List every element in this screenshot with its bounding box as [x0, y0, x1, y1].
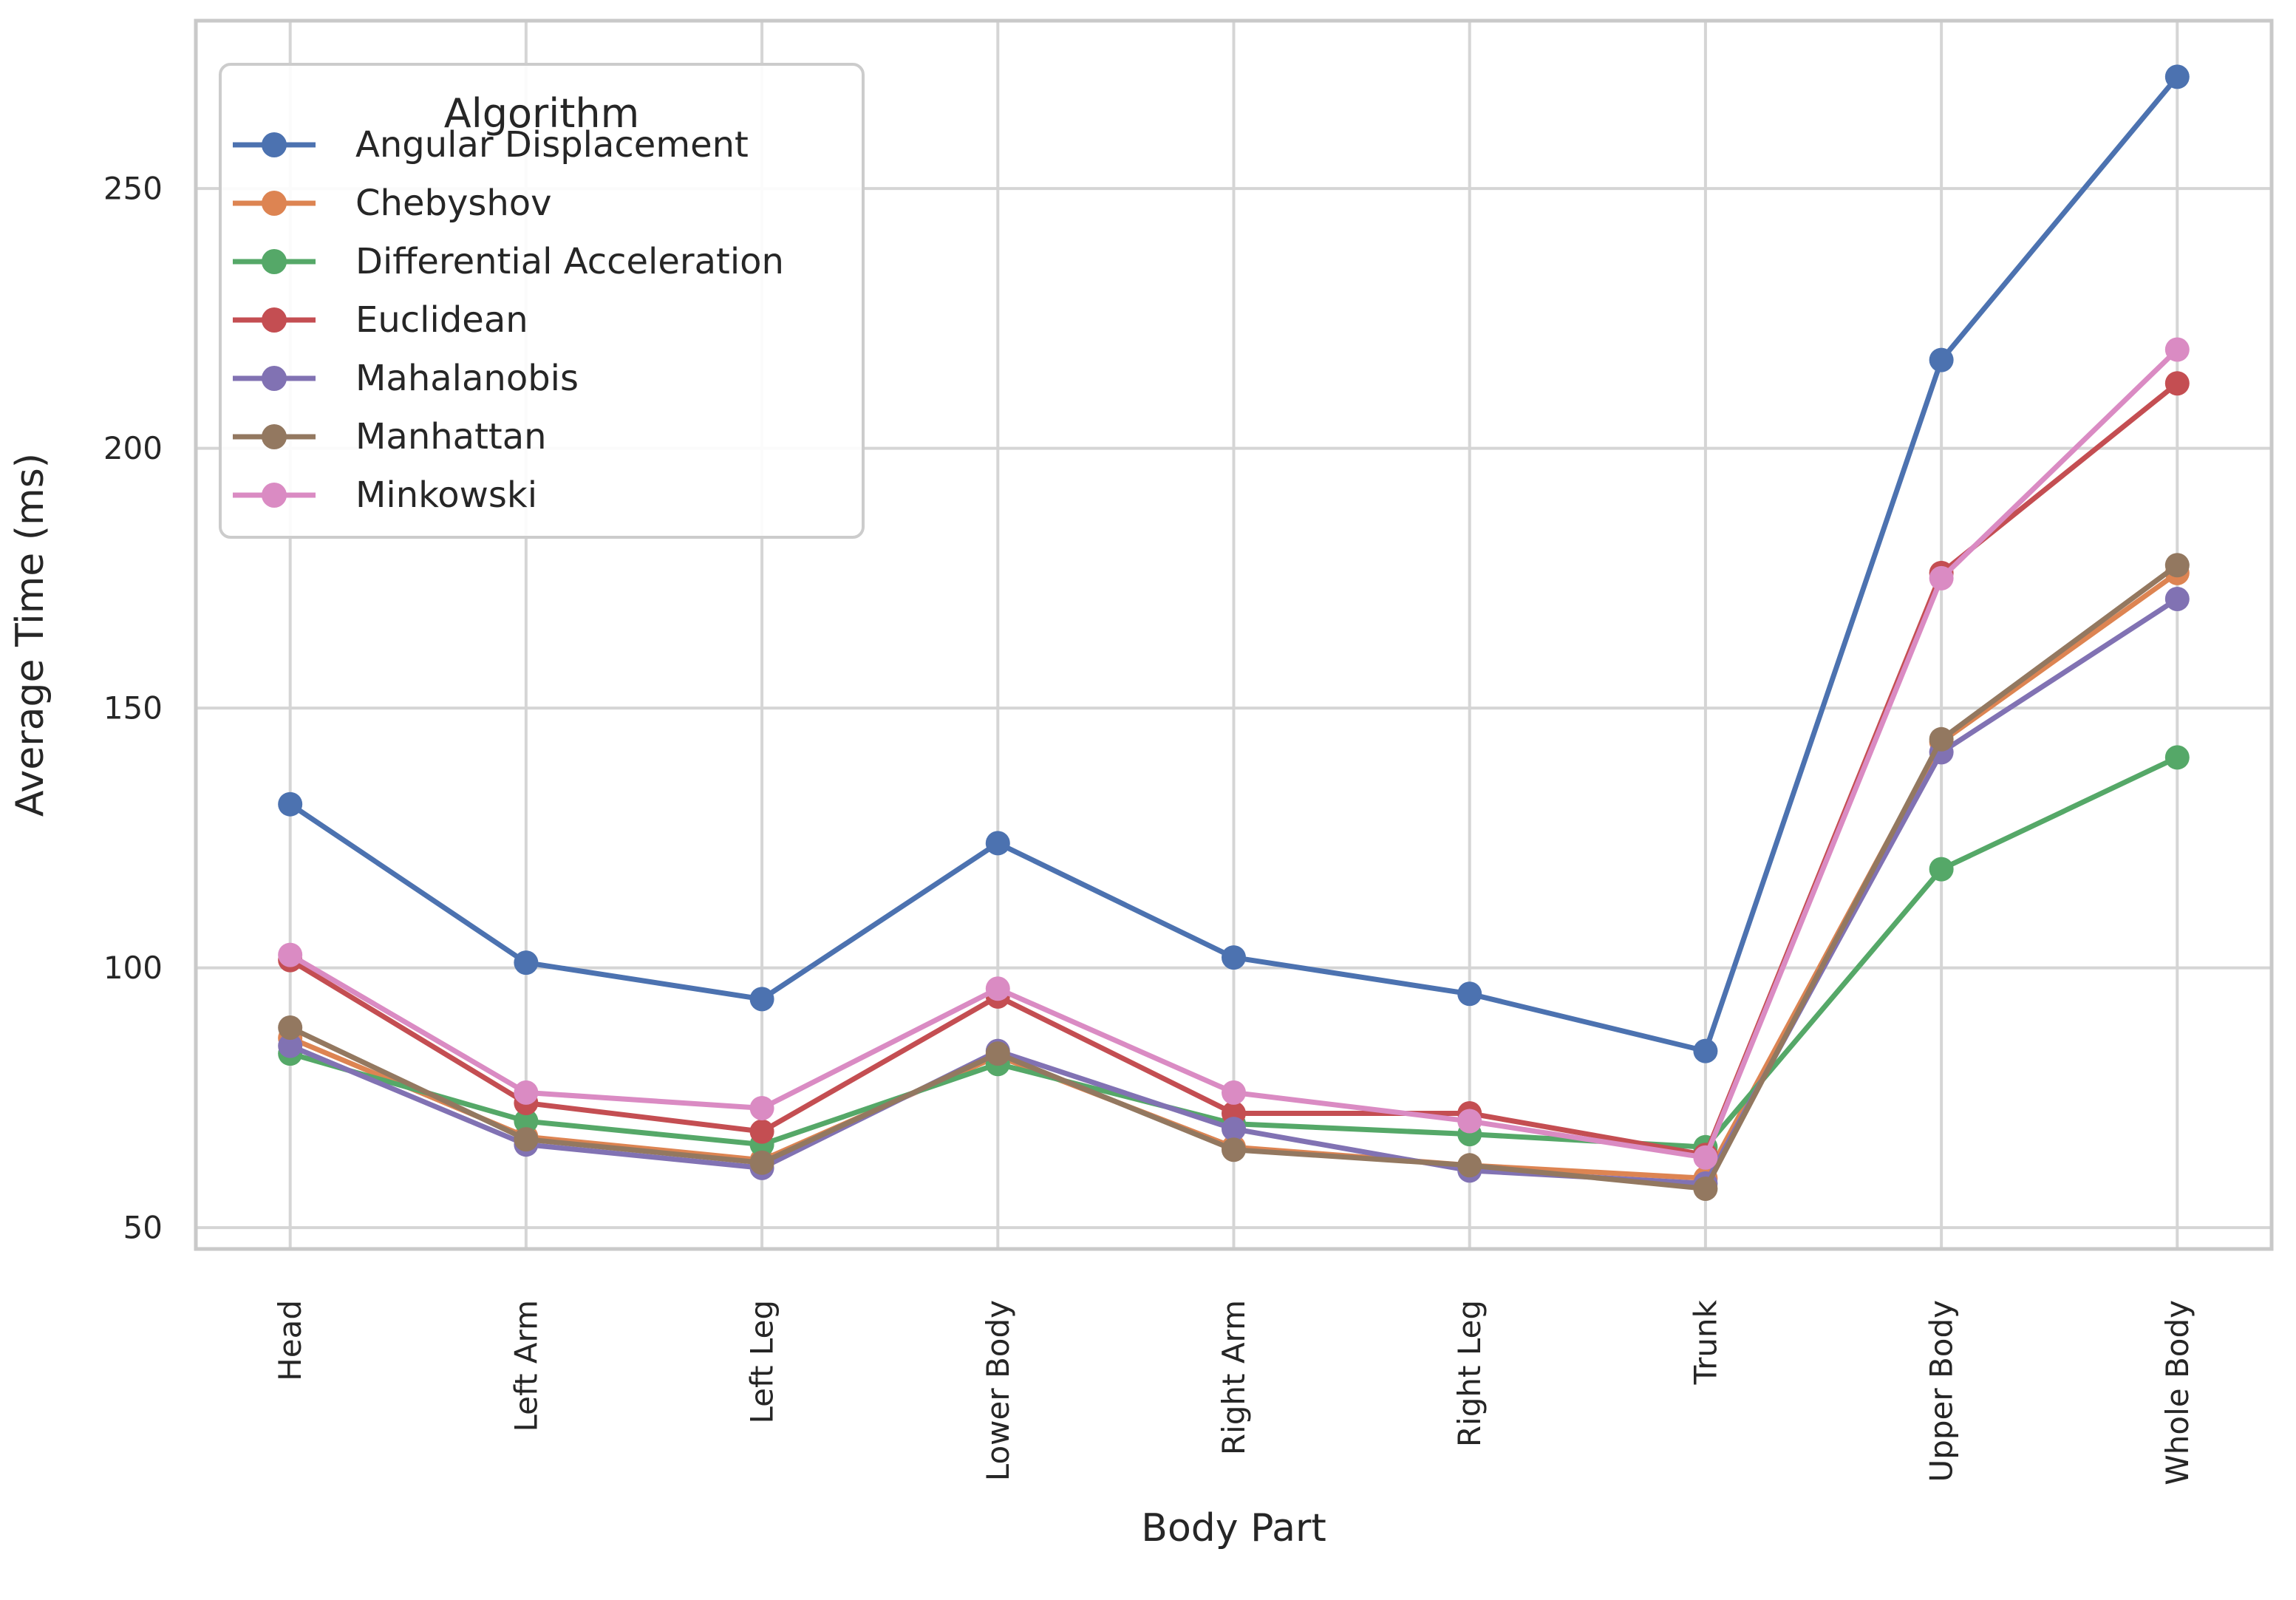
legend-item-euclidean: Euclidean [233, 299, 528, 341]
legend-marker-dot-angular-displacement [262, 132, 287, 157]
point-minkowski-head [278, 942, 303, 967]
point-mahalanobis-whole-body [2164, 586, 2190, 611]
legend-item-angular-displacement: Angular Displacement [233, 124, 749, 166]
series-angular-displacement [278, 64, 2190, 1063]
point-minkowski-lower-body [985, 976, 1010, 1001]
point-manhattan-lower-body [985, 1041, 1010, 1066]
point-euclidean-whole-body [2164, 371, 2190, 396]
legend-label-angular-displacement: Angular Displacement [355, 124, 749, 166]
legend-item-mahalanobis: Mahalanobis [233, 358, 579, 399]
point-mahalanobis-head [278, 1033, 303, 1058]
point-differential-acceleration-whole-body [2164, 745, 2190, 770]
point-angular-displacement-head [278, 792, 303, 817]
point-manhattan-head [278, 1015, 303, 1041]
point-angular-displacement-left-arm [514, 950, 539, 976]
point-minkowski-left-leg [749, 1095, 774, 1120]
point-manhattan-right-arm [1222, 1137, 1246, 1162]
y-tick-label-200: 200 [103, 430, 163, 466]
point-differential-acceleration-left-arm [514, 1109, 539, 1134]
y-tick-label-150: 150 [103, 690, 163, 726]
y-tick-label-100: 100 [103, 950, 163, 986]
point-angular-displacement-lower-body [985, 831, 1010, 856]
point-manhattan-trunk [1693, 1176, 1718, 1201]
point-mahalanobis-right-arm [1222, 1117, 1246, 1142]
x-tick-label-left-arm: Left Arm [508, 1300, 544, 1432]
point-angular-displacement-right-leg [1457, 981, 1482, 1007]
point-angular-displacement-trunk [1693, 1038, 1718, 1063]
x-tick-label-lower-body: Lower Body [980, 1300, 1016, 1481]
point-minkowski-right-arm [1222, 1080, 1246, 1105]
x-axis-label: Body Part [1141, 1506, 1326, 1550]
point-minkowski-left-arm [514, 1080, 539, 1105]
legend-item-manhattan: Manhattan [233, 416, 547, 457]
point-manhattan-upper-body [1929, 726, 1954, 752]
point-differential-acceleration-upper-body [1929, 857, 1954, 882]
legend-item-chebyshov: Chebyshov [233, 183, 552, 224]
legend-label-mahalanobis: Mahalanobis [355, 358, 579, 399]
y-axis-label: Average Time (ms) [8, 453, 52, 817]
legend-marker-dot-differential-acceleration [262, 249, 287, 274]
point-angular-displacement-upper-body [1929, 347, 1954, 372]
x-tick-label-right-leg: Right Leg [1451, 1300, 1488, 1447]
legend-label-differential-acceleration: Differential Acceleration [355, 241, 784, 282]
point-angular-displacement-left-leg [749, 987, 774, 1012]
point-minkowski-upper-body [1929, 565, 1954, 590]
point-minkowski-right-leg [1457, 1109, 1482, 1134]
legend-marker-dot-mahalanobis [262, 366, 287, 391]
series-manhattan [278, 553, 2190, 1201]
point-manhattan-left-arm [514, 1127, 539, 1152]
legend-frame [219, 63, 865, 539]
legend-label-chebyshov: Chebyshov [355, 183, 552, 224]
x-tick-label-upper-body: Upper Body [1924, 1300, 1960, 1482]
x-tick-label-right-arm: Right Arm [1216, 1300, 1252, 1455]
point-minkowski-trunk [1693, 1145, 1718, 1170]
point-euclidean-left-leg [749, 1119, 774, 1144]
y-tick-label-50: 50 [123, 1210, 163, 1246]
legend-label-manhattan: Manhattan [355, 416, 547, 457]
x-tick-label-head: Head [272, 1300, 308, 1381]
x-tick-label-left-leg: Left Leg [744, 1300, 780, 1424]
legend-item-minkowski: Minkowski [233, 474, 537, 516]
legend-marker-dot-minkowski [262, 483, 287, 508]
legend-title: Algorithm [444, 90, 639, 137]
point-manhattan-right-leg [1457, 1153, 1482, 1178]
legend-label-minkowski: Minkowski [355, 474, 537, 516]
point-manhattan-left-leg [749, 1150, 774, 1175]
y-tick-label-250: 250 [103, 171, 163, 207]
legend-marker-dot-euclidean [262, 307, 287, 333]
point-angular-displacement-right-arm [1222, 945, 1246, 970]
legend-label-euclidean: Euclidean [355, 299, 528, 341]
point-angular-displacement-whole-body [2164, 64, 2190, 89]
x-tick-label-trunk: Trunk [1687, 1299, 1723, 1385]
x-tick-label-whole-body: Whole Body [2159, 1300, 2195, 1485]
legend-item-differential-acceleration: Differential Acceleration [233, 241, 784, 282]
plot-frame [194, 18, 2274, 1251]
series-minkowski [278, 337, 2190, 1170]
legend-marker-dot-chebyshov [262, 191, 287, 216]
point-manhattan-whole-body [2164, 553, 2190, 578]
point-minkowski-whole-body [2164, 337, 2190, 362]
legend-marker-dot-manhattan [262, 424, 287, 449]
